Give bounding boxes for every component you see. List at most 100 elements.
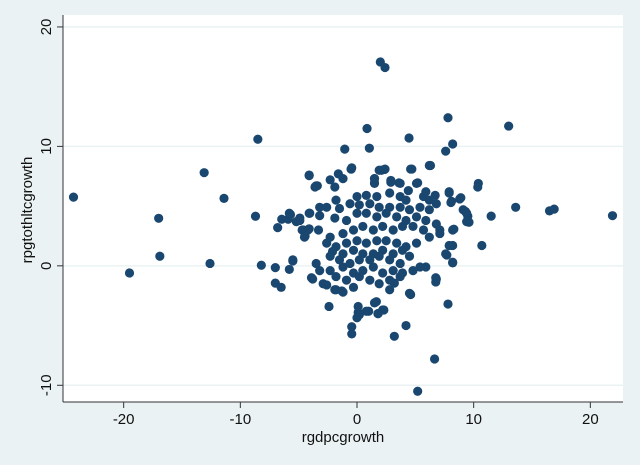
data-point — [455, 194, 465, 204]
data-point — [395, 271, 405, 282]
data-point — [424, 160, 434, 171]
data-point — [315, 266, 325, 276]
data-point — [385, 275, 395, 285]
data-point — [277, 214, 287, 224]
data-point — [352, 191, 362, 202]
data-point — [385, 285, 395, 295]
data-point — [444, 187, 454, 197]
data-point — [348, 225, 359, 235]
data-point — [253, 134, 263, 144]
data-point — [353, 301, 363, 312]
data-point — [424, 195, 434, 205]
data-point — [424, 205, 434, 215]
data-point — [442, 250, 452, 260]
data-point — [347, 329, 357, 339]
data-point — [404, 288, 415, 298]
data-point — [348, 245, 359, 255]
x-tick-label: -10 — [229, 411, 251, 428]
data-point — [415, 202, 425, 212]
data-point — [446, 196, 457, 206]
data-point — [397, 245, 408, 255]
data-point — [352, 208, 362, 218]
data-point — [124, 268, 135, 278]
data-point — [369, 178, 380, 189]
data-point — [361, 306, 371, 316]
data-point — [361, 238, 371, 248]
data-point — [331, 285, 341, 295]
data-point — [424, 232, 434, 242]
data-point — [448, 225, 458, 235]
data-point — [407, 164, 417, 174]
data-point — [304, 170, 314, 180]
data-point — [347, 322, 357, 332]
data-point — [325, 251, 335, 261]
data-point — [408, 266, 418, 276]
data-point — [378, 268, 388, 278]
data-point — [443, 113, 453, 123]
data-point — [448, 257, 458, 267]
data-point — [311, 258, 321, 269]
data-point — [338, 228, 348, 239]
x-axis-ticks: -20 -10 0 10 20 — [113, 402, 599, 428]
data-point — [250, 211, 261, 221]
data-point — [607, 211, 618, 221]
data-point — [365, 199, 375, 209]
data-point — [365, 255, 375, 265]
data-point — [421, 262, 431, 272]
data-point — [338, 174, 348, 184]
data-point — [397, 221, 408, 232]
data-point — [389, 331, 399, 341]
data-point — [341, 238, 352, 248]
data-point — [330, 182, 340, 192]
data-point — [408, 221, 418, 232]
data-point — [395, 178, 405, 189]
data-point — [338, 262, 348, 272]
data-point — [273, 223, 283, 233]
data-point — [549, 204, 559, 214]
data-point — [381, 208, 391, 218]
data-point — [322, 238, 332, 248]
data-point — [372, 236, 382, 246]
data-point — [418, 225, 429, 235]
data-point — [288, 255, 298, 265]
data-point — [511, 202, 521, 212]
data-point — [441, 146, 451, 156]
data-point — [413, 386, 423, 396]
data-point — [373, 309, 383, 319]
data-point — [395, 202, 405, 212]
data-point — [276, 282, 286, 292]
data-point — [334, 255, 345, 265]
y-tick-label: -10 — [38, 374, 55, 396]
data-point — [372, 191, 382, 202]
data-point — [444, 240, 454, 251]
data-point — [486, 211, 496, 221]
data-point — [477, 240, 487, 251]
data-point — [341, 215, 352, 226]
data-point — [361, 190, 371, 200]
data-point — [361, 208, 371, 218]
data-point — [381, 236, 391, 246]
data-point — [443, 299, 453, 309]
data-point — [401, 195, 411, 205]
data-point — [368, 262, 378, 272]
data-point — [354, 200, 364, 210]
y-tick-label: 10 — [38, 138, 55, 155]
data-point — [404, 205, 415, 215]
data-point — [348, 282, 359, 292]
data-point — [388, 266, 398, 276]
x-tick-label: 20 — [582, 411, 599, 428]
data-point — [270, 263, 280, 273]
data-point — [219, 193, 229, 203]
data-point — [303, 225, 313, 235]
y-axis-title: rpgtothltcgrowth — [19, 157, 36, 264]
data-point — [315, 211, 325, 221]
data-point — [346, 164, 356, 174]
data-point — [401, 320, 411, 331]
data-point — [308, 274, 318, 284]
data-point — [313, 225, 324, 235]
x-axis-title: rgdpcgrowth — [302, 429, 385, 446]
data-point — [448, 139, 458, 149]
data-point — [385, 188, 395, 198]
data-point — [358, 221, 368, 232]
data-point — [392, 238, 402, 248]
